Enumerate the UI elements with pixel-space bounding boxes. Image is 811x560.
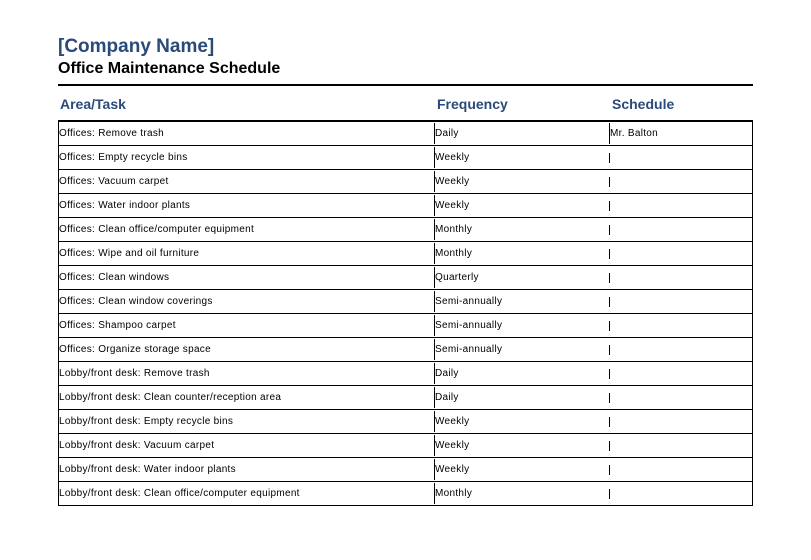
cell-schedule (609, 417, 752, 427)
table-row: Lobby/front desk: Water indoor plantsWee… (59, 458, 752, 482)
cell-schedule (609, 465, 752, 475)
cell-frequency: Semi-annually (434, 315, 609, 336)
table-row: Lobby/front desk: Clean counter/receptio… (59, 386, 752, 410)
table-row: Offices: Clean windowsQuarterly (59, 266, 752, 290)
column-header-schedule: Schedule (608, 96, 753, 112)
table-row: Offices: Organize storage spaceSemi-annu… (59, 338, 752, 362)
cell-frequency: Monthly (434, 243, 609, 264)
cell-frequency: Quarterly (434, 267, 609, 288)
cell-frequency: Daily (434, 387, 609, 408)
cell-area: Lobby/front desk: Water indoor plants (59, 459, 434, 480)
cell-area: Offices: Remove trash (59, 123, 434, 144)
cell-area: Offices: Shampoo carpet (59, 315, 434, 336)
cell-schedule (609, 489, 752, 499)
cell-schedule (609, 393, 752, 403)
cell-area: Lobby/front desk: Remove trash (59, 363, 434, 384)
table-row: Offices: Empty recycle binsWeekly (59, 146, 752, 170)
cell-area: Lobby/front desk: Empty recycle bins (59, 411, 434, 432)
cell-schedule (609, 249, 752, 259)
cell-schedule (609, 369, 752, 379)
cell-area: Offices: Clean windows (59, 267, 434, 288)
cell-schedule (609, 321, 752, 331)
cell-area: Lobby/front desk: Clean counter/receptio… (59, 387, 434, 408)
table-row: Lobby/front desk: Vacuum carpetWeekly (59, 434, 752, 458)
cell-schedule (609, 201, 752, 211)
table-row: Offices: Shampoo carpetSemi-annually (59, 314, 752, 338)
cell-schedule: Mr. Balton (609, 123, 752, 144)
cell-area: Offices: Clean window coverings (59, 291, 434, 312)
cell-area: Offices: Vacuum carpet (59, 171, 434, 192)
column-header-area: Area/Task (58, 96, 433, 112)
cell-frequency: Monthly (434, 219, 609, 240)
cell-area: Lobby/front desk: Vacuum carpet (59, 435, 434, 456)
table-row: Offices: Vacuum carpetWeekly (59, 170, 752, 194)
cell-schedule (609, 153, 752, 163)
table-row: Lobby/front desk: Remove trashDaily (59, 362, 752, 386)
cell-schedule (609, 273, 752, 283)
table-row: Offices: Clean window coveringsSemi-annu… (59, 290, 752, 314)
cell-area: Offices: Water indoor plants (59, 195, 434, 216)
cell-frequency: Weekly (434, 147, 609, 168)
table-row: Lobby/front desk: Empty recycle binsWeek… (59, 410, 752, 434)
table-row: Lobby/front desk: Clean office/computer … (59, 482, 752, 506)
cell-frequency: Semi-annually (434, 291, 609, 312)
cell-frequency: Semi-annually (434, 339, 609, 360)
column-header-frequency: Frequency (433, 96, 608, 112)
cell-area: Lobby/front desk: Clean office/computer … (59, 483, 434, 504)
cell-schedule (609, 441, 752, 451)
table-row: Offices: Water indoor plantsWeekly (59, 194, 752, 218)
cell-frequency: Monthly (434, 483, 609, 504)
cell-schedule (609, 177, 752, 187)
table-row: Offices: Remove trashDailyMr. Balton (59, 122, 752, 146)
cell-area: Offices: Organize storage space (59, 339, 434, 360)
cell-schedule (609, 345, 752, 355)
cell-frequency: Weekly (434, 171, 609, 192)
cell-frequency: Weekly (434, 435, 609, 456)
cell-area: Offices: Empty recycle bins (59, 147, 434, 168)
cell-frequency: Weekly (434, 195, 609, 216)
table-row: Offices: Clean office/computer equipment… (59, 218, 752, 242)
cell-schedule (609, 297, 752, 307)
table-row: Offices: Wipe and oil furnitureMonthly (59, 242, 752, 266)
cell-frequency: Daily (434, 363, 609, 384)
company-name: [Company Name] (58, 36, 753, 58)
document-subtitle: Office Maintenance Schedule (58, 60, 753, 78)
cell-frequency: Weekly (434, 411, 609, 432)
cell-area: Offices: Clean office/computer equipment (59, 219, 434, 240)
cell-area: Offices: Wipe and oil furniture (59, 243, 434, 264)
cell-schedule (609, 225, 752, 235)
table-body: Offices: Remove trashDailyMr. BaltonOffi… (58, 122, 753, 506)
cell-frequency: Weekly (434, 459, 609, 480)
cell-frequency: Daily (434, 123, 609, 144)
table-header-row: Area/Task Frequency Schedule (58, 86, 753, 122)
